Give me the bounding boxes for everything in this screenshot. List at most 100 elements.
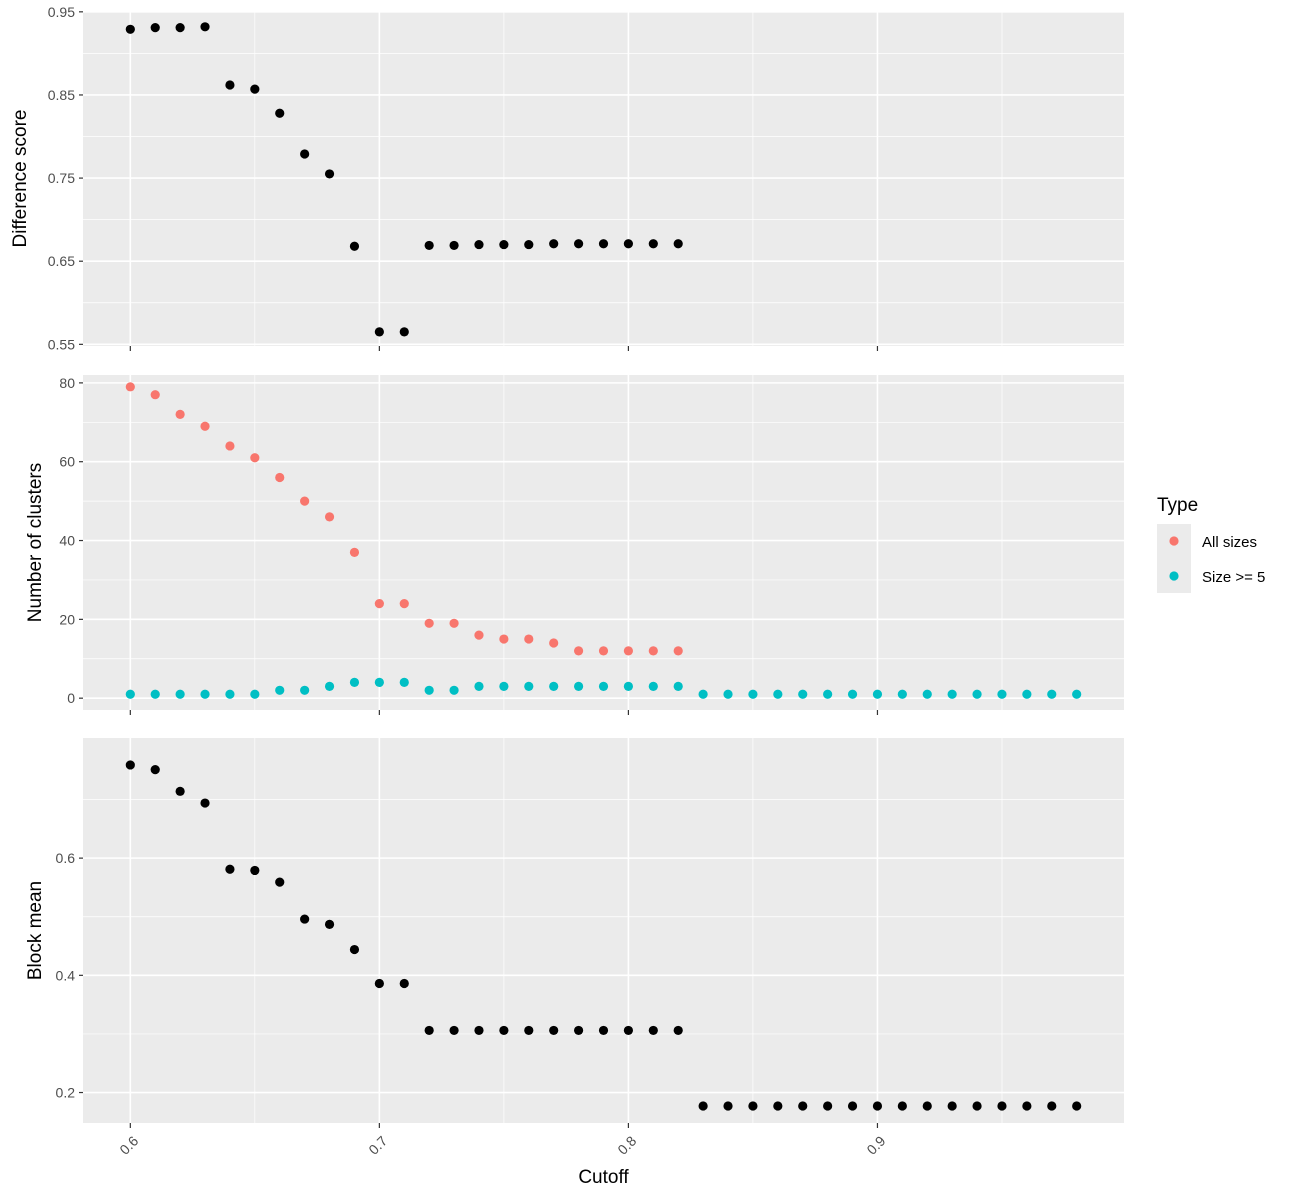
data-point	[349, 547, 360, 557]
data-point	[524, 1025, 534, 1036]
data-point	[424, 618, 434, 628]
data-point	[598, 1025, 609, 1036]
y-tick-label: 80	[59, 375, 75, 391]
data-point	[748, 689, 758, 699]
legend-label: Size >= 5	[1202, 569, 1265, 586]
data-point	[225, 80, 235, 90]
data-point	[374, 598, 384, 609]
data-point	[150, 765, 160, 775]
panel-background	[83, 738, 1124, 1123]
data-point	[549, 638, 559, 648]
legend-key	[1169, 536, 1179, 546]
data-point	[225, 441, 235, 451]
data-point	[598, 646, 609, 656]
data-point	[399, 978, 409, 989]
y-tick-label: 0.65	[48, 253, 75, 269]
y-tick-label: 0.4	[56, 967, 76, 983]
y-tick-label: 0.85	[48, 87, 75, 103]
data-point	[374, 327, 384, 337]
y-tick-label: 0.55	[48, 336, 75, 352]
data-point	[648, 681, 658, 691]
data-point	[150, 23, 160, 33]
data-point	[175, 409, 185, 420]
data-point	[250, 84, 260, 94]
x-tick-label: 0.7	[365, 1133, 390, 1158]
data-point	[1047, 1101, 1057, 1111]
panel-background	[83, 375, 1124, 710]
legend-label: All sizes	[1202, 534, 1257, 551]
y-tick-label: 0.95	[48, 4, 75, 20]
data-point	[474, 1025, 484, 1036]
data-point	[125, 689, 135, 699]
data-point	[1022, 689, 1032, 699]
y-axis-title: Difference score	[10, 110, 31, 248]
data-point	[175, 23, 185, 33]
data-point	[897, 689, 907, 699]
data-point	[847, 1101, 858, 1111]
data-point	[598, 681, 609, 691]
data-point	[648, 646, 658, 656]
y-tick-label: 60	[59, 454, 75, 470]
data-point	[798, 1101, 808, 1111]
data-point	[773, 1101, 783, 1111]
data-point	[275, 108, 285, 118]
data-point	[997, 1101, 1007, 1111]
data-point	[300, 914, 310, 924]
data-point	[324, 919, 335, 929]
data-point	[798, 689, 808, 699]
x-tick-label: 0.8	[614, 1133, 639, 1158]
data-point	[673, 646, 683, 656]
data-point	[200, 689, 210, 699]
data-point	[748, 1101, 758, 1111]
panel-bottom: 0.2 0.4 0.6 0.6 0.7 0.8 0.9 Block mean	[25, 738, 1124, 1158]
data-point	[275, 877, 285, 887]
data-point	[374, 978, 384, 989]
data-point	[723, 1101, 733, 1111]
legend-title: Type	[1157, 495, 1198, 516]
data-point	[150, 689, 160, 699]
data-point	[324, 512, 335, 522]
y-axis-title: Block mean	[25, 881, 46, 980]
data-point	[399, 598, 409, 609]
data-point	[823, 1101, 833, 1111]
data-point	[474, 681, 484, 691]
data-point	[872, 1101, 883, 1111]
data-point	[275, 685, 285, 695]
data-point	[524, 634, 534, 644]
data-point	[449, 685, 459, 695]
data-point	[499, 239, 509, 250]
data-point	[424, 1025, 434, 1036]
legend-key-background	[1157, 524, 1191, 593]
data-point	[872, 689, 883, 699]
data-point	[673, 681, 683, 691]
data-point	[424, 685, 434, 695]
y-axis-title: Number of clusters	[25, 463, 46, 622]
legend-key	[1169, 571, 1179, 581]
data-point	[972, 1101, 982, 1111]
data-point	[125, 382, 135, 392]
data-point	[175, 786, 185, 796]
data-point	[300, 496, 310, 506]
data-point	[349, 944, 360, 955]
x-axis-title: Cutoff	[578, 1167, 629, 1188]
data-point	[549, 239, 559, 249]
y-tick-label: 0.2	[56, 1085, 76, 1101]
data-point	[499, 634, 509, 644]
data-point	[300, 149, 310, 159]
x-tick-label: 0.9	[863, 1133, 888, 1158]
y-tick-label: 0.6	[56, 850, 76, 866]
data-point	[673, 1025, 683, 1036]
data-point	[324, 169, 335, 179]
data-point	[623, 239, 634, 249]
data-point	[349, 677, 360, 688]
data-point	[175, 689, 185, 699]
data-point	[250, 689, 260, 699]
data-point	[200, 798, 210, 808]
y-tick-label: 20	[59, 611, 75, 627]
y-tick-label: 0.75	[48, 170, 75, 186]
x-tick-label: 0.6	[116, 1133, 141, 1158]
data-point	[648, 239, 658, 249]
y-tick-label: 40	[59, 533, 75, 549]
data-point	[598, 239, 609, 249]
